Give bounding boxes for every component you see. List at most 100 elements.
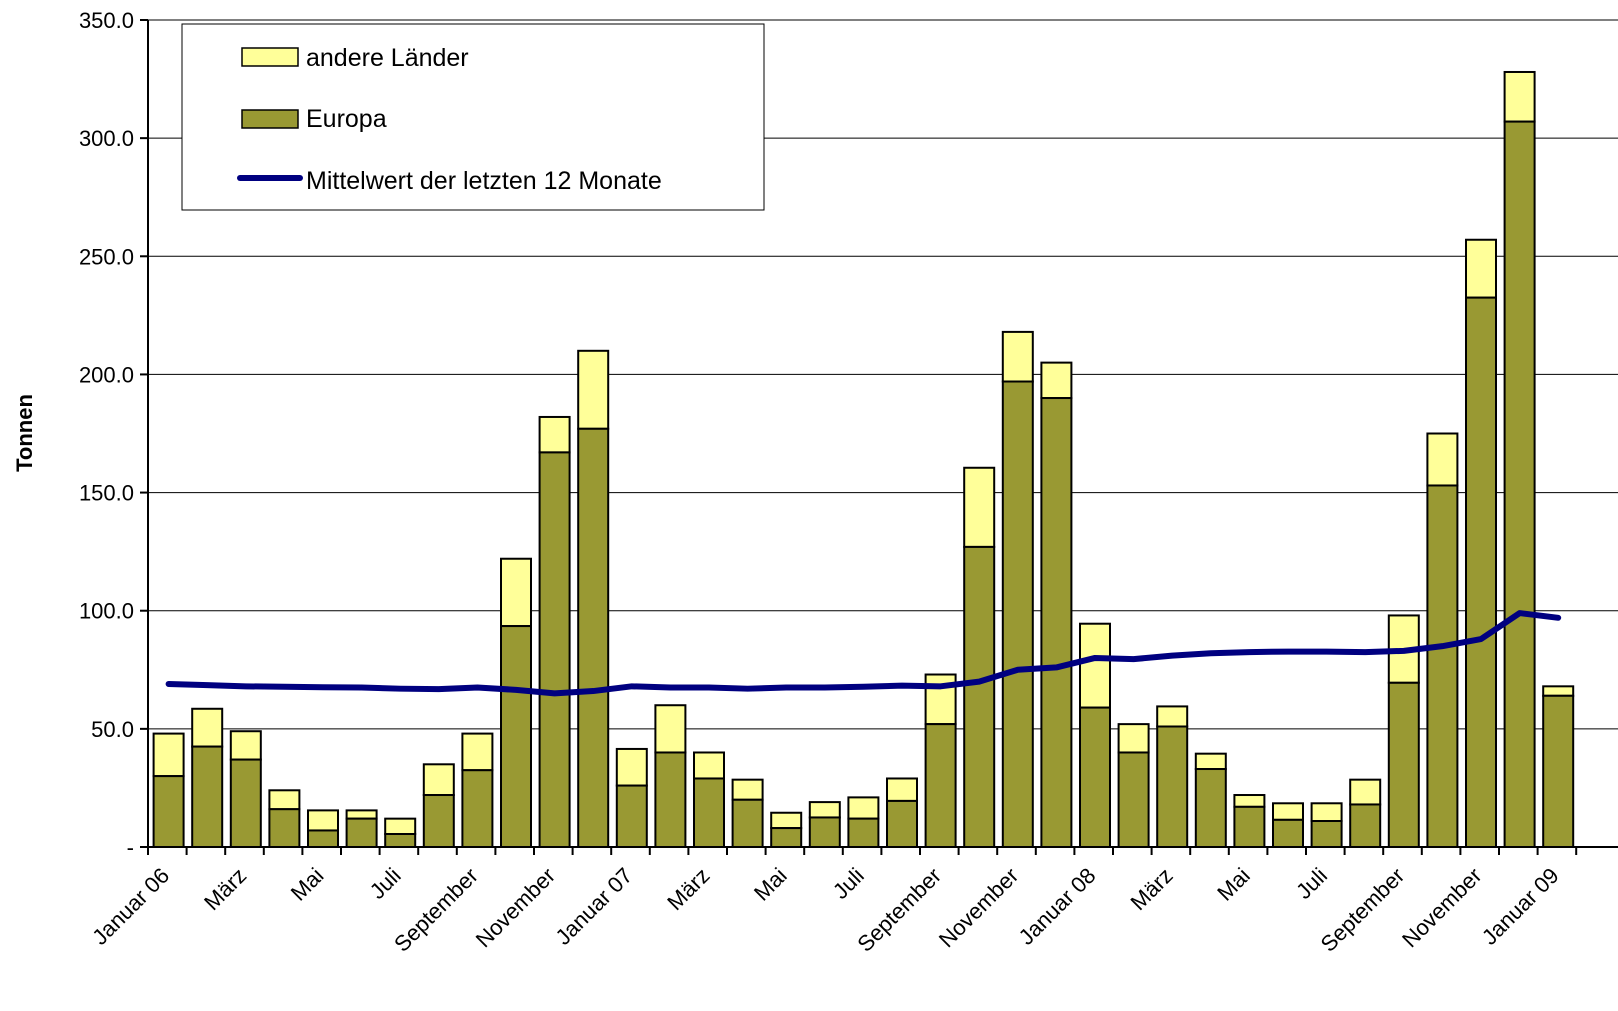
x-tick-label: März: [1125, 863, 1177, 915]
bar-europa: [808, 816, 841, 849]
bar-europa: [500, 625, 532, 849]
bar-europa: [1310, 820, 1343, 848]
x-tick-label: Juli: [365, 863, 406, 904]
bar-andere-laender: [1542, 685, 1575, 697]
bar-europa: [770, 827, 803, 849]
bar-andere-laender: [886, 777, 918, 802]
bar-andere-laender: [924, 673, 957, 726]
bar-andere-laender: [152, 732, 185, 778]
bar-andere-laender: [1465, 238, 1497, 299]
bar-europa: [847, 817, 880, 848]
bar-andere-laender: [384, 817, 417, 836]
y-tick-label: 100.0: [79, 599, 134, 624]
bar-andere-laender: [345, 809, 378, 820]
y-tick-label: 250.0: [79, 244, 134, 269]
bar-andere-laender: [229, 730, 262, 761]
x-tick-labels: Januar 06 März Mai JuliSeptemberNovemberJan…: [87, 863, 1563, 957]
y-tick-labels: - 50.0 100.0 150.0 200.0 250.0 300.0 350.0: [79, 8, 134, 860]
moving-average-line-group: [165, 610, 1562, 697]
bar-europa: [152, 775, 185, 848]
bar-andere-laender: [1310, 802, 1343, 823]
x-tick-label: März: [662, 863, 714, 915]
bar-andere-laender: [191, 707, 224, 748]
bar-europa: [1542, 694, 1575, 849]
bar-andere-laender: [422, 763, 455, 797]
x-tick-label: Mai: [286, 863, 329, 906]
bar-europa: [577, 427, 610, 848]
bar-europa: [1156, 725, 1189, 848]
bar-europa: [731, 798, 764, 848]
axes: [140, 19, 1618, 855]
bar-andere-laender: [1272, 802, 1304, 821]
bar-andere-laender: [808, 801, 841, 819]
bar-europa: [963, 545, 996, 848]
x-tick-label: Juli: [828, 863, 869, 904]
bar-andere-laender: [1117, 723, 1150, 754]
bar-europa: [1426, 484, 1459, 848]
bar-europa: [1503, 120, 1536, 849]
bar-europa: [422, 794, 455, 849]
bar-group: [152, 70, 1575, 849]
line-mittelwert: [165, 610, 1562, 697]
bar-andere-laender: [577, 349, 610, 430]
bar-andere-laender: [268, 789, 301, 811]
bar-andere-laender: [615, 747, 648, 787]
bar-europa: [1349, 803, 1382, 848]
bar-andere-laender: [1001, 330, 1034, 383]
bar-europa: [1233, 805, 1266, 848]
x-tick-label: Mai: [1212, 863, 1255, 906]
bar-europa: [191, 745, 224, 848]
bar-europa: [1387, 681, 1420, 848]
bar-europa: [345, 817, 378, 848]
legend-label-europa: Europa: [306, 105, 387, 133]
bar-andere-laender: [1156, 705, 1189, 728]
bar-europa: [268, 808, 301, 848]
bar-europa: [461, 769, 494, 849]
bar-europa: [1465, 296, 1497, 848]
x-tick-label: September: [1316, 863, 1410, 957]
y-axis-title: Tonnen: [12, 394, 37, 472]
bar-andere-laender: [847, 796, 880, 820]
x-tick-label: September: [852, 863, 946, 957]
bar-europa: [693, 777, 725, 849]
y-tick-label: -: [127, 835, 134, 860]
x-tick-label: Januar 08: [1014, 863, 1101, 950]
bar-andere-laender: [307, 809, 339, 832]
bar-andere-laender: [538, 415, 571, 454]
x-tick-label: November: [934, 863, 1023, 952]
bar-europa: [1117, 751, 1150, 848]
bar-europa: [538, 451, 571, 848]
legend-label-andere-laender: andere Länder: [306, 44, 469, 72]
bar-europa: [654, 751, 687, 848]
bar-andere-laender: [1503, 70, 1536, 123]
bar-europa: [229, 758, 262, 848]
bar-europa: [384, 833, 417, 848]
legend: andere Länder Europa Mittelwert der letz…: [181, 23, 765, 211]
bar-andere-laender: [1194, 752, 1227, 771]
x-tick-label: Mai: [749, 863, 792, 906]
bar-andere-laender: [1233, 794, 1266, 808]
legend-label-mittelwert: Mittelwert der letzten 12 Monate: [306, 167, 662, 195]
bar-andere-laender: [770, 811, 803, 830]
x-tick-label: Januar 07: [550, 863, 637, 950]
bar-europa: [886, 799, 918, 848]
bar-europa: [1194, 768, 1227, 848]
bar-europa: [1079, 706, 1111, 848]
bar-andere-laender: [693, 751, 725, 780]
bar-andere-laender: [963, 466, 996, 548]
bar-europa: [924, 723, 957, 848]
bar-andere-laender: [500, 557, 532, 628]
bar-europa: [1272, 818, 1304, 849]
legend-swatch-europa: [241, 109, 299, 129]
y-tick-label: 300.0: [79, 126, 134, 151]
x-tick-label: November: [471, 863, 560, 952]
bar-andere-laender: [654, 704, 687, 754]
x-tick-label: Januar 06: [87, 863, 174, 950]
bar-andere-laender: [731, 778, 764, 801]
y-tick-label: 150.0: [79, 481, 134, 506]
legend-swatch-andere-laender: [241, 47, 299, 67]
x-tick-label: September: [389, 863, 483, 957]
bar-andere-laender: [1040, 361, 1073, 400]
bar-andere-laender: [1426, 432, 1459, 487]
